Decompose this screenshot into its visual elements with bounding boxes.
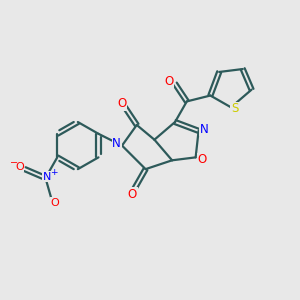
Text: O: O [197,153,207,166]
Text: S: S [231,102,238,115]
Text: N: N [112,137,121,150]
Text: O: O [15,162,24,172]
Text: O: O [128,188,137,201]
Text: N: N [43,172,51,182]
Text: −: − [10,158,18,168]
Text: N: N [200,123,208,136]
Text: +: + [51,168,58,177]
Text: O: O [50,198,59,208]
Text: O: O [117,97,127,110]
Text: O: O [164,75,173,88]
